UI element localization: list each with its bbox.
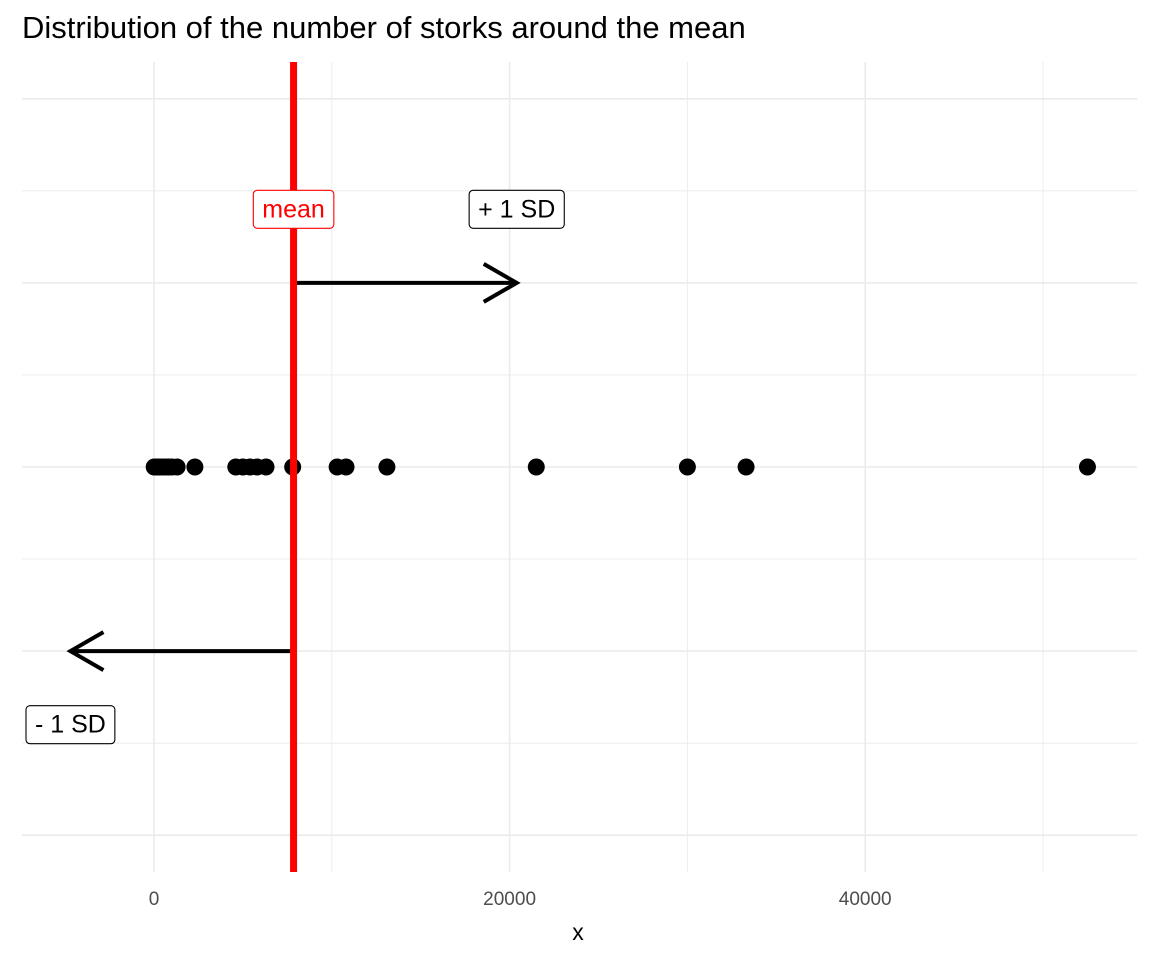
x-axis-title: x	[572, 919, 584, 945]
plus-sd-label: + 1 SD	[468, 189, 565, 229]
data-point	[527, 458, 545, 476]
mean-label-text: mean	[262, 195, 325, 223]
x-tick-label: 20000	[483, 889, 536, 910]
plus-sd-arrowhead	[482, 262, 521, 304]
data-point	[678, 458, 696, 476]
plus-sd-label-text: + 1 SD	[478, 195, 555, 223]
data-point	[378, 458, 396, 476]
mean-label: mean	[252, 189, 335, 229]
data-point	[186, 458, 204, 476]
chart-title: Distribution of the number of storks aro…	[22, 10, 746, 45]
annotation-labels: mean + 1 SD - 1 SD	[25, 189, 565, 745]
x-tick-label: 0	[149, 889, 160, 910]
data-point	[257, 458, 275, 476]
data-point	[337, 458, 355, 476]
minus-sd-label-text: - 1 SD	[35, 711, 106, 739]
data-point	[737, 458, 755, 476]
minus-sd-label-box	[25, 705, 116, 745]
minus-sd-label: - 1 SD	[25, 705, 116, 745]
data-points	[145, 458, 1096, 476]
arrows	[66, 262, 521, 672]
plus-sd-label-box	[468, 189, 565, 229]
x-tick-label: 40000	[839, 889, 892, 910]
minus-sd-arrowhead	[66, 630, 105, 672]
data-point	[168, 458, 186, 476]
mean-label-box	[252, 189, 335, 229]
x-axis-ticks: 0 20000 40000	[149, 889, 892, 910]
data-point	[1078, 458, 1096, 476]
